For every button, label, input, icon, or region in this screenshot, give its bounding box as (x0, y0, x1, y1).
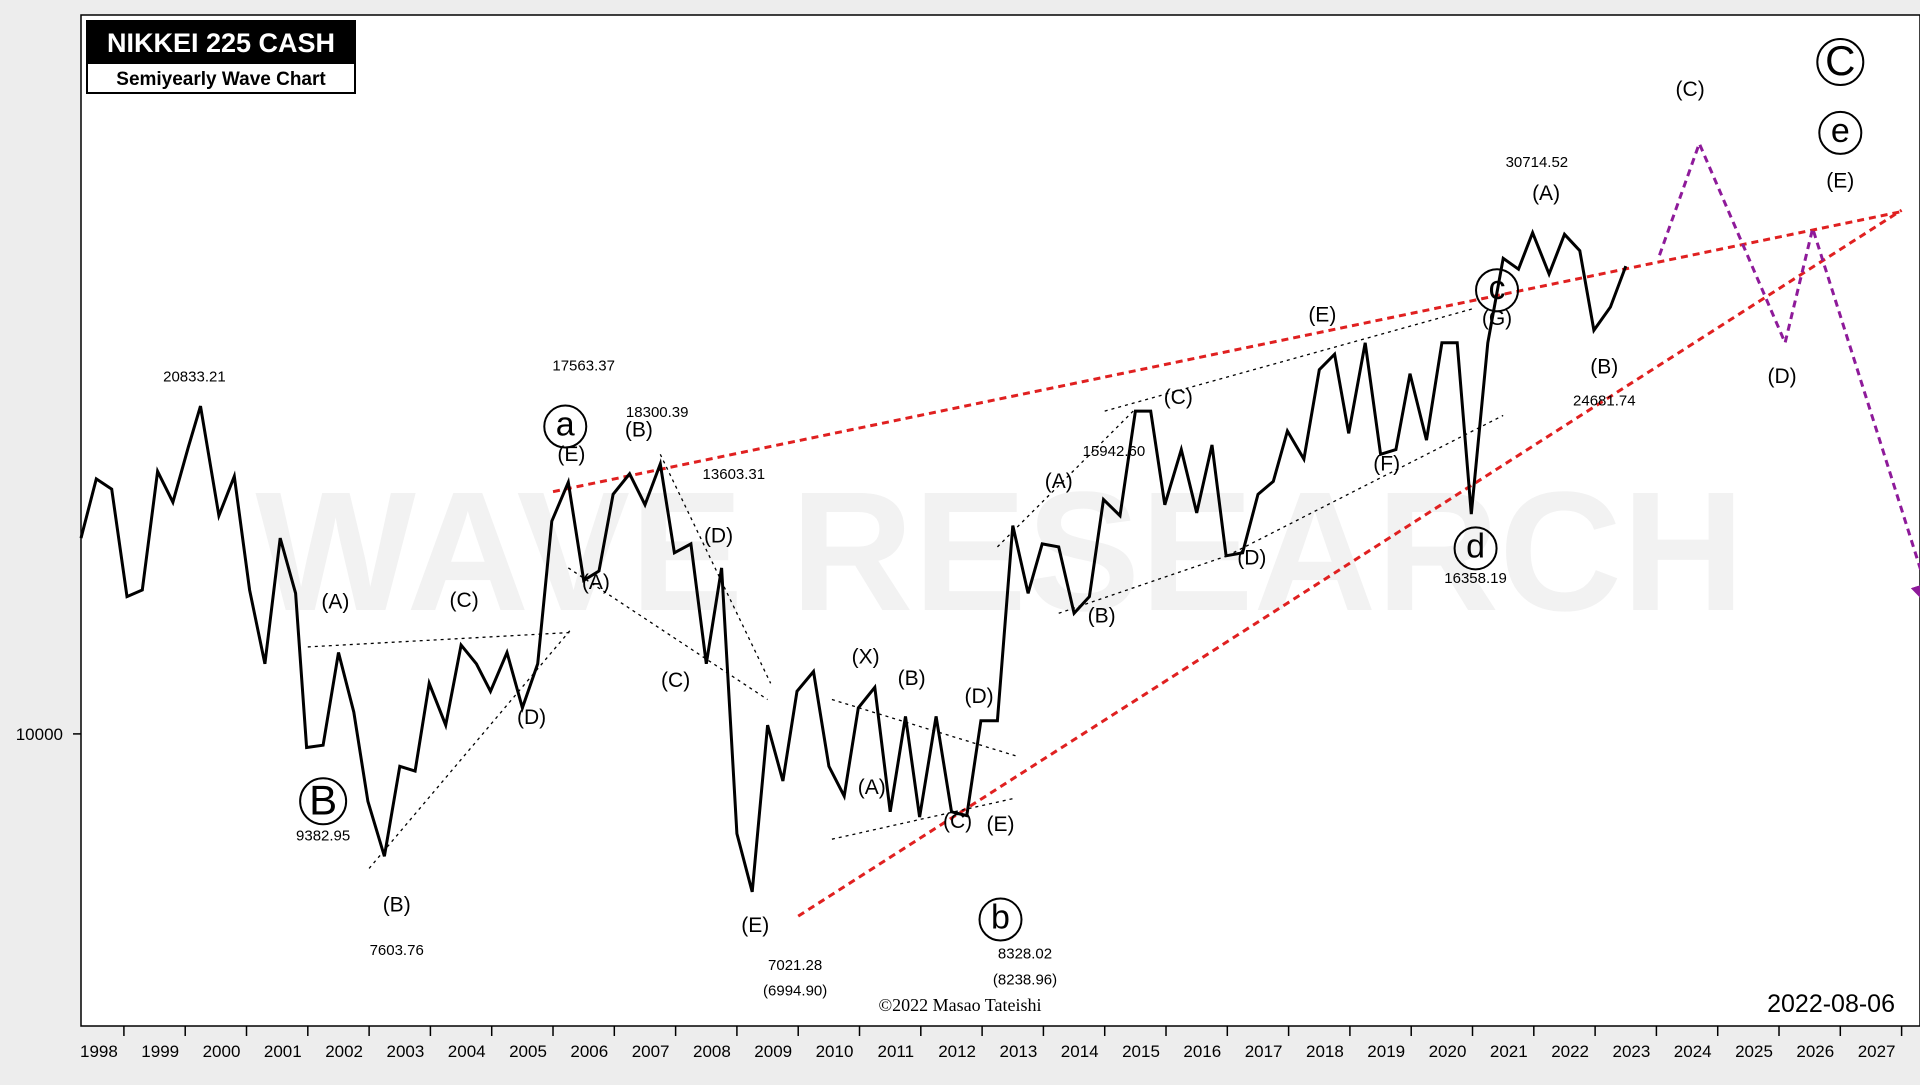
x-tick-label: 2024 (1674, 1042, 1712, 1061)
circled-wave-label: d (1466, 527, 1485, 565)
circled-wave-label: C (1825, 37, 1855, 84)
x-tick-label: 2009 (754, 1042, 792, 1061)
chart-subtitle: Semiyearly Wave Chart (88, 66, 354, 94)
x-tick-label: 1998 (80, 1042, 118, 1061)
price-annotation: 20833.21 (163, 369, 226, 386)
wave-label: (E) (987, 813, 1015, 836)
x-tick-label: 2018 (1306, 1042, 1344, 1061)
price-annotation: (6994.90) (763, 982, 827, 999)
x-tick-label: 2021 (1490, 1042, 1528, 1061)
price-annotation: 24681.74 (1573, 392, 1636, 409)
x-tick-label: 2026 (1796, 1042, 1834, 1061)
price-annotation: 13603.31 (703, 466, 766, 483)
wave-label: (B) (1590, 355, 1618, 378)
wave-label: (D) (1767, 365, 1796, 388)
chart-title: NIKKEI 225 CASH (88, 22, 354, 64)
x-tick-label: 2015 (1122, 1042, 1160, 1061)
price-annotation: 15942.60 (1083, 443, 1146, 460)
x-tick-label: 2004 (448, 1042, 486, 1061)
wave-label: (A) (858, 776, 886, 799)
x-tick-label: 2023 (1612, 1042, 1650, 1061)
wave-label: (B) (1088, 604, 1116, 627)
wave-label: (A) (1532, 182, 1560, 205)
watermark-text: WAVE RESEARCH (255, 457, 1744, 647)
x-tick-label: 2006 (570, 1042, 608, 1061)
wave-label: (A) (1045, 470, 1073, 493)
wave-label: (F) (1373, 453, 1400, 476)
wave-label: (A) (582, 571, 610, 594)
wave-label: (B) (898, 667, 926, 690)
x-tick-label: 2027 (1858, 1042, 1896, 1061)
circled-wave-label: c (1489, 269, 1506, 307)
wave-label: (C) (450, 589, 479, 612)
wave-label: (C) (661, 669, 690, 692)
wave-label: (D) (1237, 546, 1266, 569)
circled-wave-label: B (309, 776, 337, 823)
wave-label: (C) (1676, 78, 1705, 101)
price-annotation: 17563.37 (552, 358, 615, 375)
x-tick-label: 2008 (693, 1042, 731, 1061)
title-box: NIKKEI 225 CASH Semiyearly Wave Chart (86, 20, 356, 94)
wave-label: (D) (517, 706, 546, 729)
x-tick-label: 2003 (386, 1042, 424, 1061)
price-annotation: (8238.96) (993, 971, 1057, 988)
price-annotation: 9382.95 (296, 827, 350, 844)
x-tick-label: 2019 (1367, 1042, 1405, 1061)
x-tick-label: 2012 (938, 1042, 976, 1061)
price-annotation: 16358.19 (1444, 570, 1507, 587)
price-annotation: 30714.52 (1506, 154, 1569, 171)
x-tick-label: 2014 (1061, 1042, 1099, 1061)
x-tick-label: 2011 (878, 1042, 915, 1061)
wave-label: (C) (1164, 386, 1193, 409)
x-tick-label: 2010 (816, 1042, 854, 1061)
x-tick-label: 2020 (1429, 1042, 1467, 1061)
y-tick-label: 10000 (16, 725, 63, 744)
wave-label: (D) (964, 685, 993, 708)
x-tick-label: 2016 (1183, 1042, 1221, 1061)
circled-wave-label: b (991, 898, 1010, 936)
wave-label: (E) (741, 914, 769, 937)
chart-date: 2022-08-06 (1767, 990, 1895, 1018)
wave-label: (D) (704, 524, 733, 547)
x-tick-label: 1999 (141, 1042, 179, 1061)
price-annotation: 18300.39 (626, 404, 689, 421)
x-tick-label: 2002 (325, 1042, 363, 1061)
x-tick-label: 2013 (999, 1042, 1037, 1061)
wave-label: (X) (852, 646, 880, 669)
wave-label: (C) (943, 810, 972, 833)
x-tick-label: 2000 (203, 1042, 241, 1061)
x-tick-label: 2005 (509, 1042, 547, 1061)
circled-wave-label: a (556, 406, 575, 444)
wave-label: (B) (383, 894, 411, 917)
wave-label: (A) (321, 591, 349, 614)
x-tick-label: 2025 (1735, 1042, 1773, 1061)
x-tick-label: 2001 (264, 1042, 302, 1061)
price-annotation: 7603.76 (370, 942, 424, 959)
price-annotation: 8328.02 (998, 946, 1052, 963)
copyright-text: ©2022 Masao Tateishi (878, 995, 1041, 1015)
x-tick-label: 2007 (632, 1042, 670, 1061)
x-tick-label: 2022 (1551, 1042, 1589, 1061)
price-annotation: 7021.28 (768, 957, 822, 974)
wave-label: (E) (1826, 170, 1854, 193)
wave-label: (B) (625, 419, 653, 442)
x-tick-label: 2017 (1245, 1042, 1283, 1061)
circled-wave-label: e (1831, 112, 1850, 150)
wave-label: (E) (1308, 303, 1336, 326)
